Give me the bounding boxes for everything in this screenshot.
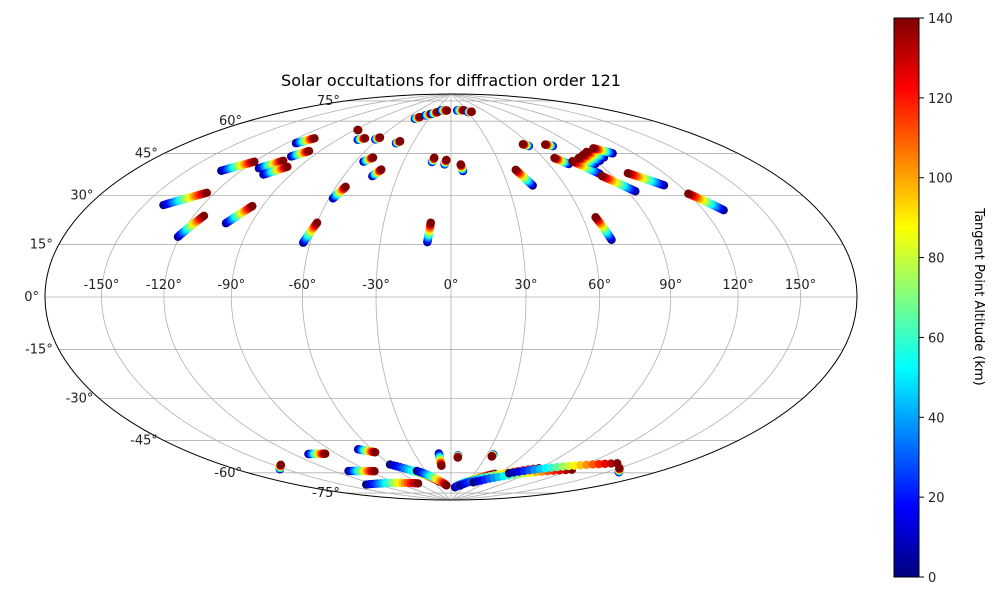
colorbar-label: Tangent Point Altitude (km) bbox=[971, 207, 986, 385]
occultation-point bbox=[442, 481, 451, 490]
occultation-point bbox=[283, 162, 292, 171]
colorbar bbox=[893, 17, 920, 578]
lon-tick-label: -90° bbox=[217, 278, 245, 293]
occultation-point bbox=[576, 461, 585, 470]
occultation-point bbox=[456, 160, 465, 169]
occultation-point bbox=[413, 479, 423, 488]
chart-title: Solar occultations for diffraction order… bbox=[281, 71, 621, 90]
colorbar-tick-label: 120 bbox=[928, 92, 953, 107]
occultation-point bbox=[304, 146, 314, 156]
occultation-point bbox=[550, 153, 559, 163]
occultation-point bbox=[684, 189, 693, 198]
occultation-point bbox=[518, 140, 528, 149]
lon-tick-label: -30° bbox=[362, 278, 390, 293]
lon-tick-label: 0° bbox=[444, 278, 459, 293]
lat-tick-label: -15° bbox=[25, 343, 53, 358]
lat-tick-label: 60° bbox=[219, 114, 242, 129]
occultation-point bbox=[511, 165, 520, 175]
lat-tick-label: 30° bbox=[70, 189, 93, 204]
occultation-point bbox=[310, 134, 319, 143]
lon-tick-label: 60° bbox=[588, 278, 611, 293]
occultation-point bbox=[250, 157, 259, 166]
colorbar-tick-label: 80 bbox=[928, 252, 945, 267]
occultation-point bbox=[370, 467, 379, 476]
occultation-point bbox=[582, 147, 591, 157]
occultation-point bbox=[276, 460, 286, 469]
occultation-point bbox=[597, 171, 607, 181]
occultation-point bbox=[589, 144, 598, 153]
occultation-point bbox=[395, 137, 405, 146]
lon-tick-label: 90° bbox=[659, 278, 682, 293]
occultation-point bbox=[321, 449, 330, 458]
occultation-point bbox=[588, 460, 597, 469]
occultation-point bbox=[360, 134, 370, 143]
colorbar-tick-label: 100 bbox=[928, 172, 953, 187]
lon-tick-label: 120° bbox=[722, 278, 753, 293]
latitude-tick-labels: -75° -60° -45° -30° -15° 0° 15° 30° 45° 60° 75° bbox=[24, 94, 340, 501]
colorbar-ticks: 0 20 40 60 80 100 120 140 bbox=[919, 12, 953, 586]
lat-tick-label: 45° bbox=[135, 146, 158, 161]
lon-tick-label: 150° bbox=[785, 278, 816, 293]
occultation-point bbox=[202, 188, 212, 198]
occultation-point bbox=[312, 218, 322, 227]
lat-tick-label: -75° bbox=[312, 486, 340, 501]
lon-tick-label: -150° bbox=[83, 278, 119, 293]
occultation-point bbox=[341, 182, 350, 192]
occultation-point bbox=[442, 106, 452, 115]
occultation-point bbox=[615, 463, 624, 473]
occultation-point bbox=[442, 155, 451, 165]
lat-tick-label: 15° bbox=[30, 237, 53, 252]
occultation-point bbox=[570, 461, 579, 470]
occultation-point bbox=[600, 459, 610, 469]
occultation-point bbox=[375, 133, 385, 142]
occultation-point bbox=[437, 461, 446, 471]
occultation-point bbox=[371, 448, 380, 457]
lat-tick-label: -45° bbox=[130, 434, 158, 449]
occultation-point bbox=[467, 107, 476, 116]
colorbar-tick-label: 0 bbox=[928, 571, 936, 586]
occultation-point bbox=[487, 452, 496, 461]
occultation-points bbox=[159, 106, 728, 492]
occultation-point bbox=[353, 125, 363, 135]
lat-tick-label: 75° bbox=[317, 94, 340, 109]
occultation-point bbox=[430, 153, 439, 162]
occultation-point bbox=[199, 211, 209, 221]
occultation-point bbox=[426, 218, 435, 227]
lat-tick-label: -60° bbox=[214, 466, 242, 481]
colorbar-tick-label: 60 bbox=[928, 331, 945, 346]
colorbar-tick-label: 140 bbox=[928, 12, 953, 27]
lat-tick-label: 0° bbox=[24, 290, 39, 305]
occultation-point bbox=[582, 460, 591, 470]
occultation-point bbox=[248, 201, 257, 211]
occultation-point bbox=[606, 459, 616, 468]
occultation-point bbox=[368, 153, 378, 162]
lon-tick-label: -120° bbox=[146, 278, 182, 293]
occultation-point bbox=[377, 165, 386, 174]
map-boundary bbox=[44, 93, 858, 501]
graticule bbox=[45, 93, 857, 501]
lon-tick-label: 30° bbox=[514, 278, 537, 293]
occultation-point bbox=[568, 157, 577, 166]
lon-tick-label: -60° bbox=[289, 278, 317, 293]
colorbar-tick-label: 40 bbox=[928, 411, 945, 426]
occultation-point bbox=[540, 140, 550, 149]
longitude-tick-labels: -150° -120° -90° -60° -30° 0° 30° 60° 90° 120° 150… bbox=[83, 278, 816, 293]
colorbar-tick-label: 20 bbox=[928, 491, 945, 506]
lat-tick-label: -30° bbox=[66, 392, 94, 407]
occultation-point bbox=[279, 156, 288, 165]
occultation-point bbox=[591, 213, 600, 222]
occultation-point bbox=[623, 169, 633, 178]
occultation-point bbox=[453, 453, 462, 462]
occultation-point bbox=[594, 459, 604, 469]
